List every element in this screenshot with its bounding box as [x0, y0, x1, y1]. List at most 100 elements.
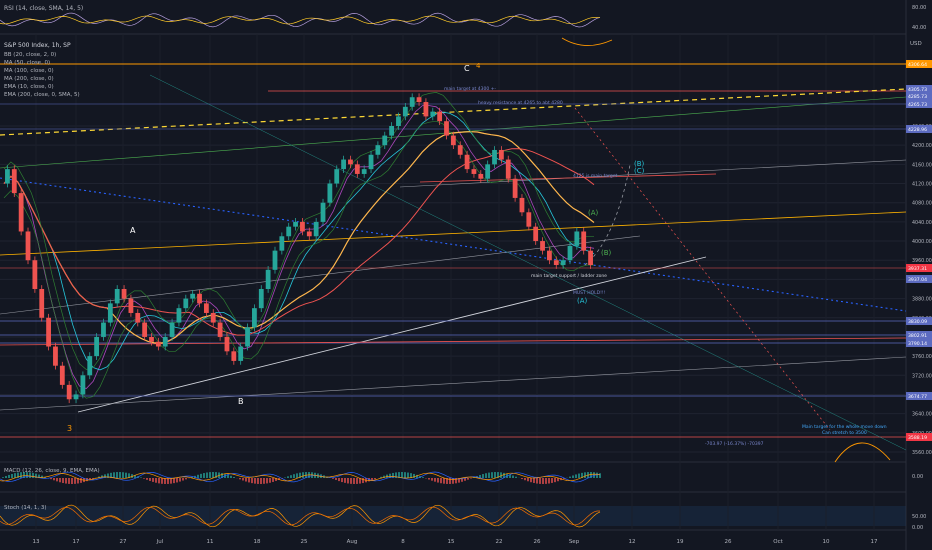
macd-histogram-bar [164, 478, 166, 484]
panel-frames [0, 0, 907, 550]
price-badge-bg [906, 60, 932, 68]
macd-histogram-bar [257, 478, 259, 484]
price-badge-bg [906, 275, 932, 283]
macd-histogram-bar [182, 478, 184, 481]
moving-averages [3, 92, 595, 399]
candle-body [224, 336, 230, 352]
macd-histogram-bar [350, 478, 352, 484]
candle-body [313, 221, 319, 237]
macd-histogram-bar [128, 473, 130, 478]
macd-histogram-bar [179, 478, 181, 482]
macd-histogram-bar [209, 472, 211, 478]
macd-histogram-bar [398, 472, 400, 478]
macd-histogram-bar [344, 478, 346, 483]
price-badge-label: 3588.19 [908, 435, 927, 441]
grid [0, 34, 906, 530]
macd-histogram-bar [242, 478, 244, 481]
macd-histogram-bar [557, 478, 559, 482]
macd-histogram-bar [449, 478, 451, 484]
macd-histogram-bar [404, 472, 406, 478]
macd-histogram-bar [68, 478, 70, 484]
macd-histogram-bar [479, 475, 481, 478]
wave-label-4: 4 [476, 62, 481, 70]
target-arc [834, 442, 891, 463]
candle-body [128, 298, 134, 313]
annotation-heavy-resistance: heavy resistance at 4265 to abt 4280 [478, 100, 563, 106]
drawings [0, 37, 907, 463]
candle-body [11, 169, 17, 194]
price-tick-label: 3560.00 [912, 450, 932, 456]
macd-histogram-bar [512, 475, 514, 478]
candle-body [512, 178, 518, 198]
candle-body [588, 250, 593, 266]
candle-body [217, 322, 223, 337]
candle-body [547, 250, 552, 261]
macd-histogram-bar [434, 478, 436, 482]
rsi-lines [0, 12, 601, 28]
macd-histogram-bar [338, 478, 340, 482]
legend-ma100: MA (100, close, 0) [4, 68, 54, 74]
candle-body [265, 269, 271, 289]
price-badge-label: 3674.77 [908, 394, 927, 400]
macd-histogram-bar [569, 476, 571, 478]
time-tick-label: 26 [725, 539, 732, 545]
macd-histogram-bar [125, 472, 127, 478]
macd-histogram-bar [446, 478, 448, 484]
candle-body [320, 202, 326, 222]
macd-histogram-bar [74, 478, 76, 484]
candle-body [155, 341, 161, 347]
macd-histogram-bar [20, 472, 22, 478]
candle-body [197, 293, 202, 304]
macd-histogram-bar [50, 478, 52, 480]
candle-body [423, 102, 429, 117]
macd-histogram-bar [275, 478, 277, 481]
macd-histogram-bar [167, 478, 169, 484]
time-axis: 13 17 27 Jul 11 18 25 Aug 8 15 22 26 Sep 12 19 26 Oct 10 1… [33, 539, 878, 545]
candle-body [368, 154, 374, 170]
macd-histogram-bar [29, 472, 31, 478]
macd-histogram-bar [176, 478, 178, 483]
time-tick-label: 11 [207, 539, 214, 545]
macd-histogram-bar [77, 478, 79, 484]
price-tick-label: 4000.00 [912, 239, 932, 245]
macd-histogram-bar [596, 472, 598, 478]
legend-bb: BB (20, close, 2, 0) [4, 52, 56, 58]
macd-histogram-bar [392, 472, 394, 478]
macd-histogram-bar [56, 478, 58, 482]
candle-body [334, 169, 340, 184]
candle-body [176, 308, 182, 323]
macd-histogram-bar [389, 473, 391, 478]
candle-body [457, 145, 463, 155]
price-badge-bg [906, 100, 932, 108]
macd-histogram-bar [452, 478, 454, 484]
macd-histogram-bar [353, 478, 355, 484]
macd-histogram-bar [26, 472, 28, 478]
macd-histogram-bar [170, 478, 172, 484]
macd-histogram-bar [362, 478, 364, 484]
macd-histogram-bar [551, 478, 553, 483]
macd-histogram-bar [335, 478, 337, 481]
macd-histogram-bar [116, 472, 118, 478]
macd-histogram-bar [107, 473, 109, 478]
price-tick-label: 4120.00 [912, 182, 932, 188]
macd-histogram-bar [113, 472, 115, 478]
macd-histogram-bar [134, 475, 136, 478]
bb-lower [3, 120, 594, 399]
macd-line [0, 471, 601, 483]
price-badge-label: 3802.91 [908, 333, 927, 339]
macd-histogram-bar [515, 476, 517, 478]
dashed-channel-top [0, 88, 907, 136]
macd-histogram-bar [239, 478, 241, 480]
time-tick-label: 26 [534, 539, 541, 545]
macd-histogram-bar [341, 478, 343, 483]
macd-histogram-bar [491, 472, 493, 478]
macd-histogram-bar [32, 472, 34, 478]
macd-histogram-bar [23, 472, 25, 478]
macd-histogram-bar [227, 474, 229, 478]
legend-ma200: MA (200, close, 0) [4, 76, 54, 82]
wave-label-C: C [464, 64, 470, 73]
price-tick-label: 3760.00 [912, 354, 932, 360]
candle-body [498, 149, 504, 160]
